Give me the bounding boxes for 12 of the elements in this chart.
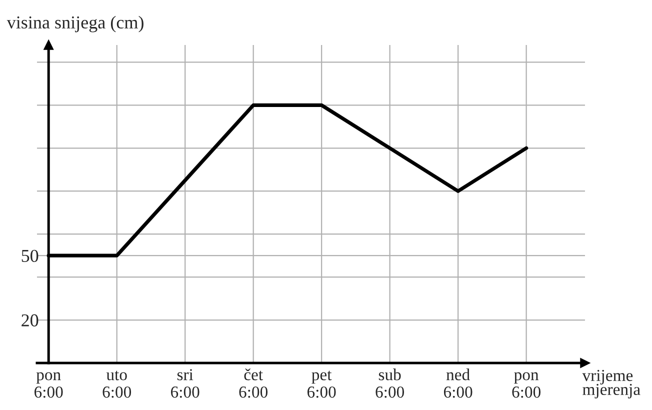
x-tick-label: sri 6:00: [170, 369, 200, 398]
y-axis-title: visina snijega (cm): [6, 16, 144, 32]
x-tick-label: pon 6:00: [34, 372, 63, 398]
x-tick-label: pet 6:00: [307, 370, 336, 398]
x-axis-title: vrijeme mjerenja: [582, 370, 640, 398]
x-tick-label: čet 6:00: [239, 368, 268, 398]
x-tick-label: sub 6:00: [376, 368, 404, 398]
x-tick-label: uto 6:00: [102, 370, 132, 398]
x-tick-label: pon 6:00: [512, 372, 540, 398]
y-tick-label: 20: [22, 314, 38, 326]
x-tick-label: ned 6:00: [444, 368, 472, 398]
y-tick-label: 50: [22, 250, 38, 262]
